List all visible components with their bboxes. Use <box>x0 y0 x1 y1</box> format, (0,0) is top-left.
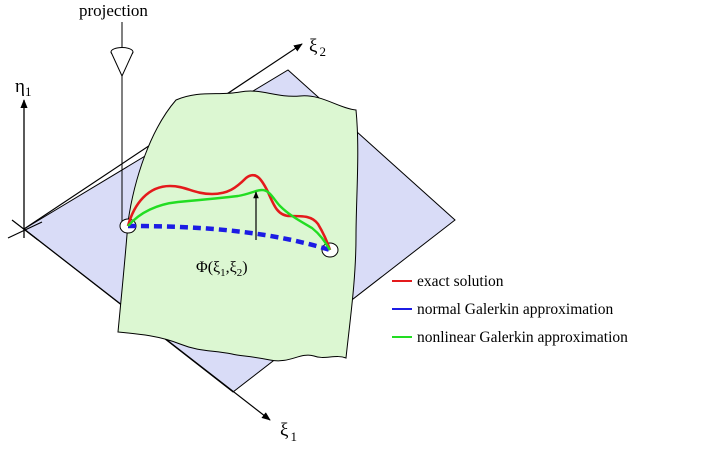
projection-cone-icon <box>110 51 134 78</box>
projection-label: projection <box>79 1 148 20</box>
eta-label: η1 <box>15 76 31 99</box>
normal-galerkin-curve <box>127 223 331 253</box>
legend-label-exact: exact solution <box>417 273 504 290</box>
nonlinear-galerkin-curve <box>127 188 331 251</box>
legend-label-nonlinear: nonlinear Galerkin approximation <box>417 329 628 346</box>
legend-label-normal: normal Galerkin approximation <box>417 301 614 318</box>
legend: exact solution normal Galerkin approxima… <box>392 273 628 346</box>
manifold-surface <box>117 90 359 362</box>
exact-solution-curve <box>126 173 332 251</box>
phi-label: Φ(ξ1,ξ2) <box>196 259 248 279</box>
